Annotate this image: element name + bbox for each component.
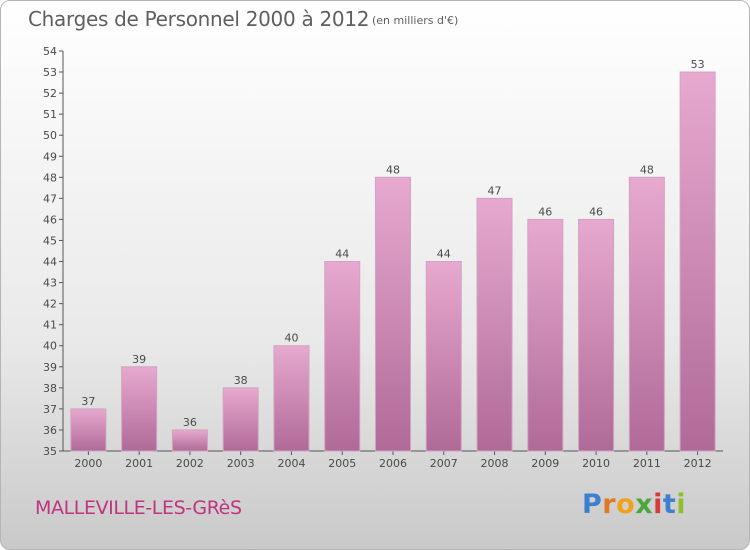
y-tick-label: 36 [43,424,57,437]
chart-title: Charges de Personnel 2000 à 2012 [28,7,370,31]
proxiti-logo[interactable]: Proxiti [582,489,686,520]
logo-letter: P [582,489,603,520]
x-tick-label: 2009 [531,457,559,470]
x-tick-label: 2008 [481,457,509,470]
y-tick-label: 52 [43,87,57,100]
bar [121,366,158,452]
y-tick-label: 50 [43,129,57,142]
y-tick-label: 43 [43,277,57,290]
x-tick-label: 2003 [227,457,255,470]
x-tick-label: 2010 [582,457,610,470]
bar [527,218,564,452]
chart-data-labels: 37 39 36 38 40 44 48 44 47 46 46 48 53 [81,58,704,429]
data-label: 44 [335,248,349,261]
data-label: 46 [589,205,603,218]
logo-letter: t [662,489,677,520]
logo-letter: o [616,489,636,520]
chart-axes: 35 36 37 38 39 40 41 42 43 44 45 46 47 48 49 50 51 52 53 54… [43,45,723,470]
y-tick-label: 37 [43,403,57,416]
data-label: 36 [183,416,197,429]
y-tick-label: 35 [43,445,57,458]
data-label: 39 [132,353,146,366]
bar [70,408,107,452]
y-tick-label: 49 [43,150,57,163]
logo-letter: i [676,489,687,520]
bar [375,176,411,452]
x-tick-label: 2012 [684,457,712,470]
data-label: 40 [284,332,298,345]
y-tick-label: 47 [43,192,57,205]
data-label: 46 [538,205,552,218]
bar [425,261,462,452]
y-tick-label: 53 [43,66,57,79]
data-label: 48 [386,163,400,176]
y-tick-label: 48 [43,171,57,184]
x-tick-label: 2001 [125,457,153,470]
logo-letter: i [653,489,663,520]
y-tick-label: 38 [43,382,57,395]
x-tick-label: 2005 [328,457,356,470]
bar [628,176,665,452]
y-tick-label: 40 [43,340,57,353]
data-label: 48 [640,163,654,176]
bar [273,345,310,452]
y-tick-label: 54 [43,45,57,58]
y-tick-label: 39 [43,361,57,374]
data-label: 47 [488,184,502,197]
data-label: 44 [437,248,451,261]
x-tick-label: 2000 [74,457,102,470]
logo-letter: x [635,489,654,520]
y-tick-label: 51 [43,108,57,121]
town-name: MALLEVILLE-LES-GRèS [35,497,242,519]
bar [476,197,513,452]
x-tick-label: 2002 [176,457,204,470]
x-tick-label: 2011 [633,457,661,470]
x-tick-label: 2007 [430,457,458,470]
x-tick-label: 2004 [277,457,305,470]
x-tick-label: 2006 [379,457,407,470]
y-tick-label: 45 [43,234,57,247]
data-label: 38 [234,374,248,387]
chart-bars [70,71,716,452]
bar [578,218,615,452]
chart-subtitle: (en milliers d'€) [372,14,459,27]
y-tick-label: 46 [43,213,57,226]
data-label: 53 [691,58,705,71]
bar [171,429,208,452]
y-tick-label: 44 [43,256,57,269]
logo-letter: r [602,489,617,520]
y-tick-label: 41 [43,319,57,332]
data-label: 37 [81,395,95,408]
bar [679,71,716,452]
y-tick-label: 42 [43,298,57,311]
bar [222,387,259,452]
bar [324,261,361,452]
